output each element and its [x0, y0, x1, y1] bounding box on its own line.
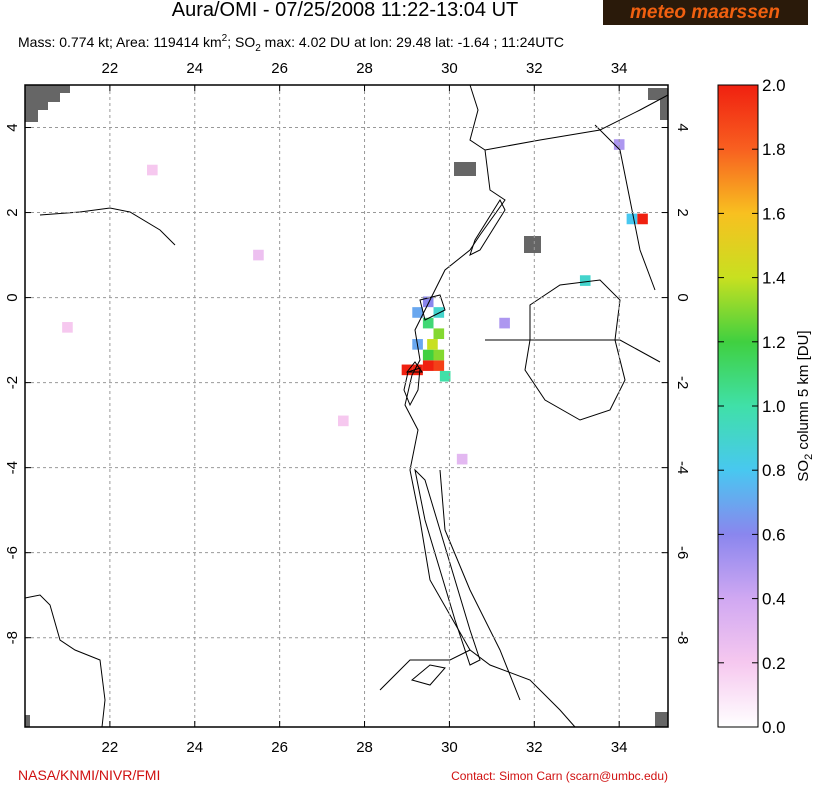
colorbar-tick-label: 0.6 [762, 525, 786, 544]
colorbar-tick-label: 0.8 [762, 461, 786, 480]
volcano-marker [405, 361, 423, 373]
colorbar-label-part: column 5 km [DU] [795, 330, 812, 453]
so2-cell [433, 307, 445, 318]
colorbar-tick-label: 1.4 [762, 269, 786, 288]
lat-label: 4 [4, 123, 21, 131]
so2-cell [433, 328, 445, 340]
lat-label: -8 [4, 631, 21, 644]
subtitle-sub: 2 [255, 43, 261, 54]
colorbar-label-sub: 2 [803, 454, 815, 460]
so2-cell [439, 370, 451, 382]
so2-cell [433, 360, 445, 371]
so2-cell [427, 339, 438, 350]
lat-label: -4 [674, 461, 691, 474]
logo: meteo maarssen [630, 2, 780, 23]
lat-label: -6 [674, 546, 691, 559]
lon-label: 28 [356, 60, 373, 77]
lon-label: 22 [102, 60, 119, 77]
map-frame [24, 84, 669, 728]
colorbar-label: SO2 column 5 km [DU] [795, 330, 815, 481]
subtitle-part: ; SO [227, 34, 255, 50]
lat-label: -6 [4, 546, 21, 559]
lat-label: -4 [4, 461, 21, 474]
so2-cell [401, 364, 413, 376]
so2-cell [338, 415, 349, 427]
lat-label: 2 [4, 208, 21, 216]
so2-cell [62, 322, 73, 333]
so2-cell [422, 349, 434, 361]
colorbar-tick-label: 0.0 [762, 718, 786, 737]
so2-cell [412, 364, 423, 376]
lon-label: 24 [186, 60, 203, 77]
colorbar-tick-label: 1.0 [762, 397, 786, 416]
so2-cell [147, 164, 158, 176]
so2-cell [637, 213, 648, 225]
lat-label: 0 [4, 293, 21, 301]
lon-label: 34 [611, 60, 628, 77]
coastlines [24, 84, 669, 728]
lon-label: 26 [271, 739, 288, 756]
subtitle: Mass: 0.774 kt; Area: 119414 km2; SO2 ma… [18, 33, 564, 54]
lat-label: -8 [674, 631, 691, 644]
lat-label: -2 [674, 376, 691, 389]
so2-cell [433, 349, 445, 361]
map-area [25, 85, 668, 727]
so2-cell [613, 139, 625, 150]
colorbar-tick-label: 0.4 [762, 590, 786, 609]
colorbar-tick-label: 2.0 [762, 76, 786, 95]
title: Aura/OMI - 07/25/2008 11:22-13:04 UT [172, 0, 519, 21]
lon-label: 32 [526, 739, 543, 756]
contact: Contact: Simon Carn (scarn@umbc.edu) [451, 769, 668, 783]
logo-box [603, 0, 808, 25]
lat-label: 4 [674, 123, 691, 131]
lon-label: 24 [186, 739, 203, 756]
so2-cell [422, 317, 434, 329]
subtitle-part: max: 4.02 DU at lon: 29.48 lat: -1.64 ; … [261, 34, 564, 50]
so2-cell [253, 249, 264, 261]
colorbar [717, 84, 759, 728]
colorbar-label-part: SO [795, 460, 812, 482]
so2-cell [626, 213, 638, 225]
so2-cell [499, 317, 510, 329]
so2-cell [422, 360, 434, 371]
lon-label: 28 [356, 739, 373, 756]
subtitle-sup: 2 [222, 33, 228, 44]
so2-cell [412, 307, 423, 318]
lat-label: -2 [4, 376, 21, 389]
missing-data [25, 85, 668, 727]
lon-label: 22 [102, 739, 119, 756]
credit: NASA/KNMI/NIVR/FMI [18, 767, 160, 783]
lon-label: 26 [271, 60, 288, 77]
so2-cell [579, 275, 591, 286]
lat-label: 0 [674, 293, 691, 301]
colorbar-tick-label: 1.6 [762, 204, 786, 223]
subtitle-part: Mass: 0.774 kt; Area: 119414 km [18, 34, 222, 50]
map [24, 84, 669, 728]
so2-cell [422, 296, 434, 308]
lat-label: 2 [674, 208, 691, 216]
lon-label: 32 [526, 60, 543, 77]
colorbar-tick-label: 1.8 [762, 140, 786, 159]
colorbar-tick-label: 0.2 [762, 654, 786, 673]
so2-cell [456, 453, 468, 465]
lon-label: 34 [611, 739, 628, 756]
lon-label: 30 [441, 739, 458, 756]
colorbar-tick-label: 1.2 [762, 333, 786, 352]
lon-label: 30 [441, 60, 458, 77]
